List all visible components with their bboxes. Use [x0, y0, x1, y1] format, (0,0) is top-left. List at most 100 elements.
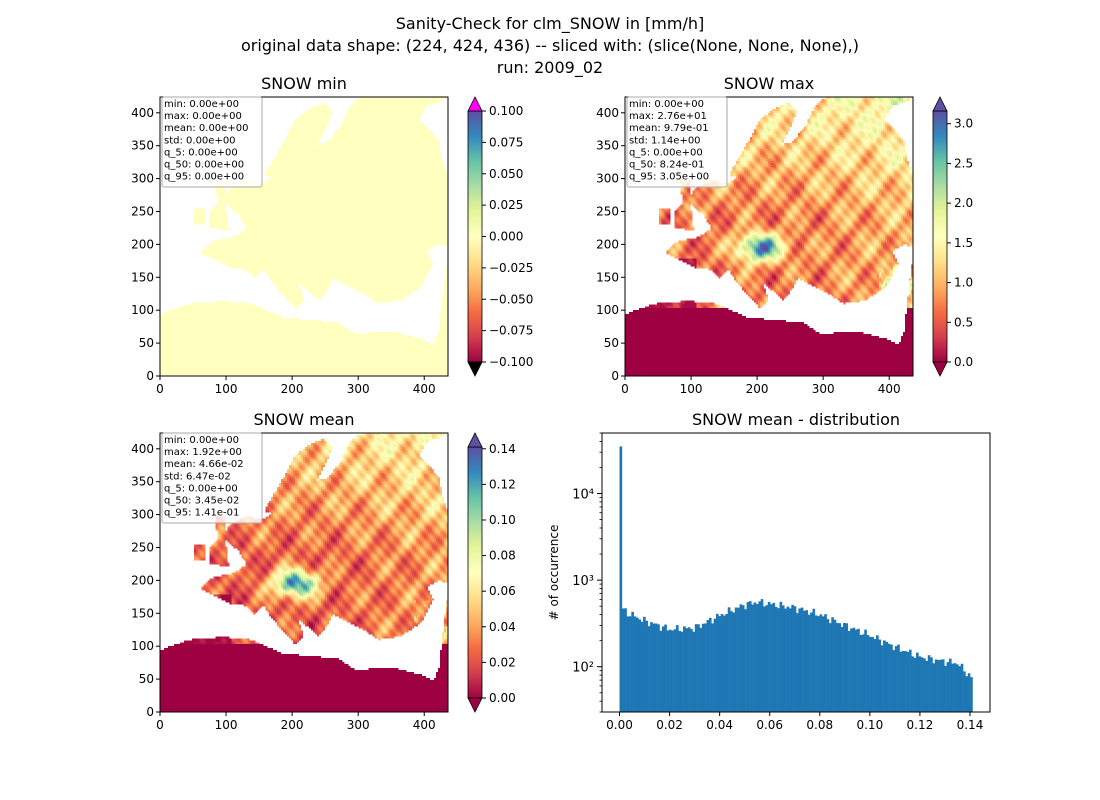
panel-snow-max-ytick-label: 400 [596, 106, 619, 120]
panel-snow-mean-colorbar-tick-label: 0.02 [489, 655, 516, 669]
histogram-bar [727, 607, 731, 712]
panel-snow-min-colorbar-tick-label: −0.100 [489, 355, 533, 369]
histogram-bar [828, 623, 832, 712]
panel-snow-min-colorbar-tick-label: 0.100 [489, 104, 523, 118]
histogram-bar [685, 628, 689, 712]
histogram-bar [901, 650, 905, 712]
histogram-bar [866, 635, 870, 712]
panel-snow-mean-colorbar-tick-label: 0.00 [489, 691, 516, 705]
histogram-bar [741, 605, 745, 712]
panel-snow-mean-ytick-label: 100 [131, 639, 154, 653]
histogram-bar [725, 613, 729, 712]
histogram-xtick-label: 0.12 [907, 718, 934, 732]
histogram-title: SNOW mean - distribution [692, 410, 900, 429]
histogram-ytick-label: 10² [572, 661, 594, 676]
histogram-bar [894, 646, 898, 712]
panel-snow-mean-stat-line: std: 6.47e-02 [164, 471, 231, 482]
histogram-bar [958, 666, 962, 712]
histogram-bar [861, 634, 865, 712]
panel-snow-mean-xtick-label: 400 [413, 718, 436, 732]
histogram-bar [793, 606, 797, 712]
panel-snow-mean-ytick-label: 400 [131, 442, 154, 456]
histogram-bar [654, 623, 658, 712]
panel-snow-mean-ytick-label: 300 [131, 508, 154, 522]
histogram-bar [744, 609, 747, 712]
histogram-bar [967, 673, 971, 712]
histogram-bar [941, 659, 945, 712]
panel-snow-min-frame [159, 96, 449, 377]
histogram-bar [708, 617, 712, 712]
histogram-bar [734, 607, 738, 712]
panel-snow-max-colorbar-tick-label: 3.0 [954, 117, 973, 131]
histogram-bar [934, 659, 938, 712]
histogram-bar [857, 628, 860, 712]
histogram-bar [843, 622, 846, 712]
panel-snow-max-ytick-label: 50 [604, 336, 619, 350]
panel-snow-mean-colorbar-tick-label: 0.14 [489, 442, 516, 456]
panel-snow-mean-stat-line: q_50: 3.45e-02 [164, 496, 239, 507]
histogram-bar [628, 616, 632, 712]
panel-snow-min-ytick-label: 350 [131, 139, 154, 153]
histogram-bar [692, 631, 696, 712]
panel-snow-max-ytick-label: 300 [596, 172, 619, 186]
histogram-bar [970, 677, 973, 712]
panel-snow-min-stat-line: q_95: 0.00e+00 [164, 172, 244, 183]
histogram-bar [946, 662, 950, 712]
histogram-bar [937, 659, 940, 712]
panel-snow-min-ytick-label: 50 [139, 336, 154, 350]
histogram-ylabel: # of occurrence [547, 525, 561, 621]
histogram-bar [939, 659, 943, 712]
panel-snow-mean-ytick-label: 50 [139, 672, 154, 686]
histogram-bar [887, 643, 891, 712]
histogram-bar [904, 651, 907, 712]
histogram-bar [640, 621, 644, 712]
histogram-bar [883, 640, 886, 712]
panel-snow-min-colorbar-tick-label: 0.050 [489, 167, 523, 181]
histogram-bar [751, 604, 754, 712]
histogram-bar [871, 636, 874, 712]
panel-snow-max-stats-box [626, 96, 728, 188]
histogram-bar [673, 629, 677, 712]
histogram-bar [932, 663, 936, 712]
histogram-bar [777, 608, 780, 712]
histogram-bar [878, 639, 882, 712]
panel-snow-min-stat-line: q_5: 0.00e+00 [164, 147, 238, 158]
histogram-bar [812, 608, 816, 712]
panel-snow-min-ytick-label: 100 [131, 303, 154, 317]
histogram-bar [868, 636, 872, 712]
panel-snow-max-colorbar-tick-label: 2.0 [954, 196, 973, 210]
histogram-bar [796, 613, 799, 712]
panel-snow-max-stat-line: q_50: 8.24e-01 [629, 160, 704, 171]
panel-snow-min-colorbar-extend-max [467, 96, 483, 112]
figure-title-line-2: original data shape: (224, 424, 436) -- … [241, 36, 859, 55]
panel-snow-min-xtick-label: 300 [347, 382, 370, 396]
panel-snow-mean-ytick-label: 200 [131, 573, 154, 587]
histogram-bar [699, 627, 703, 712]
histogram-bar [732, 612, 736, 712]
panel-snow-mean-xtick-label: 200 [281, 718, 304, 732]
panel-snow-mean-ytick-label: 350 [131, 475, 154, 489]
histogram-bar [619, 446, 623, 712]
panel-snow-min-ytick-label: 0 [146, 369, 154, 383]
histogram-bar [923, 658, 926, 712]
panel-snow-min-colorbar-tick-label: −0.025 [489, 261, 533, 275]
panel-snow-max-ytick-label: 200 [596, 237, 619, 251]
histogram-bar [626, 616, 630, 712]
histogram-bar [885, 641, 889, 712]
panel-snow-mean-colorbar-tick-label: 0.08 [489, 549, 516, 563]
histogram-bar [774, 606, 778, 712]
panel-snow-min-colorbar-tick-label: 0.025 [489, 198, 523, 212]
histogram-bar [767, 601, 771, 712]
panel-snow-mean: SNOW mean 0 100 200 300 400 0 50 100 150 200 250 300… [131, 410, 516, 732]
panel-snow-max-ytick-label: 350 [596, 139, 619, 153]
histogram-bar [718, 616, 722, 712]
histogram-bar [824, 614, 827, 712]
histogram-bar [772, 602, 776, 712]
panel-snow-max-xtick-label: 0 [621, 382, 629, 396]
histogram-bar [661, 626, 665, 712]
histogram-bar [859, 635, 863, 712]
histogram-bar [854, 629, 858, 712]
panel-snow-max-colorbar-tick-label: 0.0 [954, 355, 973, 369]
histogram-bar [659, 630, 663, 712]
panel-snow-max-colorbar-extend-min [932, 361, 948, 377]
